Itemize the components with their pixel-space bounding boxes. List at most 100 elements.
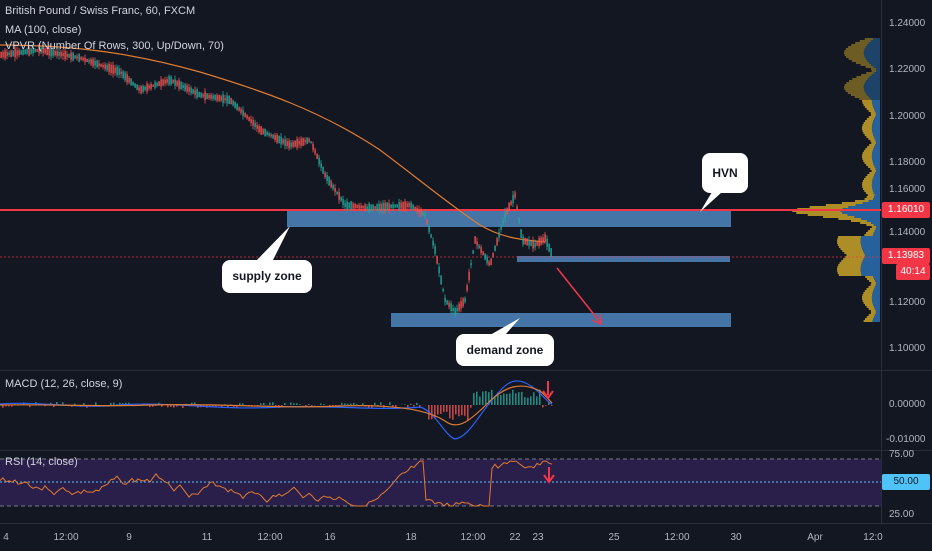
candle-body [312,144,313,150]
volume-profile-bar-up [862,130,872,132]
candle-body [498,232,499,237]
candle-body [514,193,515,198]
volume-profile-bar-up [863,300,873,302]
macd-histogram-bar [491,390,493,405]
volume-profile-bar-down [864,54,880,56]
volume-profile-bar-up [837,270,861,272]
candle-body [260,126,261,134]
rsi-legend[interactable]: RSI (14, close) [5,456,78,468]
candle-body [464,298,465,302]
macd-histogram-bar [242,403,244,405]
volume-profile-bar-down [863,258,880,260]
candle-body [540,237,541,244]
volume-profile-bar-up [855,200,869,202]
candle-body [264,129,265,136]
volume-profile-bar-down [865,82,880,84]
candle-body [484,254,485,259]
volume-profile-bar-up [837,240,861,242]
candle-body [222,94,223,103]
volume-profile-bar-up [862,298,872,300]
main-chart-svg[interactable] [0,0,881,370]
demand-zone-callout[interactable]: demand zone [456,334,554,366]
volume-profile-bar-down [876,310,880,312]
candle-body [550,248,551,257]
volume-profile-bar-down [864,252,880,254]
candle-body [138,87,139,90]
macd-histogram-bar [272,402,274,405]
candle-body [202,94,203,96]
candle-body [66,54,67,57]
candle-body [322,167,323,174]
macd-pane[interactable]: MACD (12, 26, close, 9) [0,371,881,450]
volume-profile-bar-down [873,162,880,164]
macd-histogram-bar [443,405,445,412]
volume-profile-bar-down [873,276,880,278]
volume-profile-bar-up [863,132,872,134]
candle-body [178,80,179,88]
macd-histogram-bar [323,404,325,405]
hvn-callout[interactable]: HVN [702,153,748,193]
rsi-pane[interactable]: RSI (14, close) [0,451,881,523]
candle-body [402,202,403,209]
volume-profile-bar-down [872,130,880,132]
price-tick: 1.22000 [889,64,925,75]
macd-histogram-bar [542,405,544,407]
macd-histogram-bar [239,403,241,405]
candle-body [210,95,211,99]
candle-body [98,63,99,66]
volume-profile-bar-up [865,106,873,108]
candle-body [468,272,469,281]
candle-body [398,202,399,210]
candle-body [536,242,537,246]
volume-profile-bar-down [876,228,880,230]
volume-profile-bar-up [846,56,865,58]
volume-profile-bar-up [851,94,867,96]
candle-body [526,239,527,246]
symbol-legend[interactable]: British Pound / Swiss Franc, 60, FXCM [5,5,195,17]
volume-profile-bar-up [862,156,872,158]
candle-body [158,81,159,86]
volume-profile-bar-up [867,146,874,148]
macd-histogram-bar [413,405,415,407]
price-tick: 1.12000 [889,297,925,308]
time-tick: 12:00 [664,532,689,543]
candle-body [170,77,171,85]
ma-legend[interactable]: MA (100, close) [5,24,81,36]
candle-body [516,206,517,209]
candle-body [356,205,357,208]
volume-profile-bar-up [844,50,864,52]
candle-body [122,71,123,78]
volume-profile-bar-down [874,224,880,226]
candle-body [460,301,461,308]
supply-zone-callout[interactable]: supply zone [222,260,312,293]
macd-legend[interactable]: MACD (12, 26, close, 9) [5,378,122,390]
volume-profile-bar-up [869,116,875,118]
macd-histogram-bar [416,403,418,405]
candle-body [166,79,167,83]
time-tick: 23 [532,532,543,543]
macd-histogram-bar [485,391,487,405]
candle-body [378,204,379,211]
last-price-label: 1.13983 [882,248,930,264]
price-tick: 1.24000 [889,18,925,29]
candle-body [232,101,233,106]
volume-profile-bar-down [867,220,880,222]
macd-histogram-bar [344,403,346,405]
macd-histogram-bar [518,392,520,405]
macd-histogram-bar [95,402,97,405]
candle-body [318,158,319,165]
macd-histogram-bar [260,403,262,405]
volume-profile-bar-up [840,262,862,264]
macd-histogram-bar [347,404,349,405]
main-chart-pane[interactable]: British Pound / Swiss Franc, 60, FXCM MA… [0,0,881,370]
volume-profile-bar-down [872,160,880,162]
candle-body [212,95,213,99]
candle-body [88,60,89,63]
candle-body [156,83,157,86]
volume-profile-bar-down [875,110,880,112]
candle-body [440,276,441,285]
volume-profile-bar-down [875,116,880,118]
vpvr-legend[interactable]: VPVR (Number Of Rows, 300, Up/Down, 70) [5,40,224,52]
candle-body [184,84,185,90]
volume-profile-bar-up [869,144,875,146]
